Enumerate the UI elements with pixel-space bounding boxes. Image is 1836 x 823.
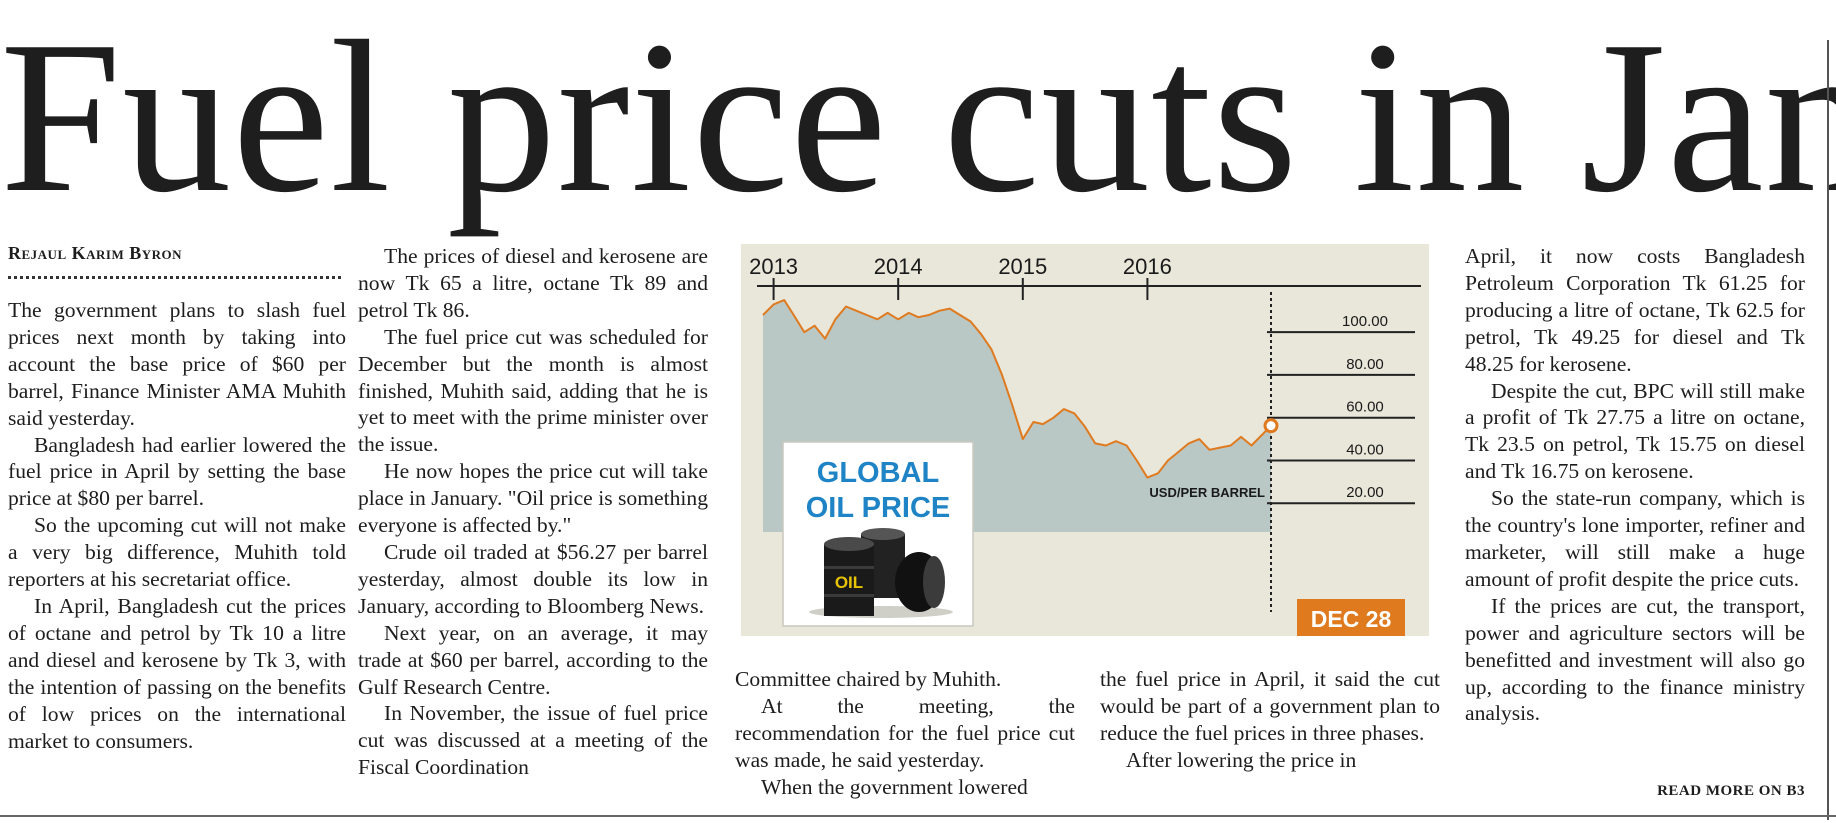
paragraph: The government plans to slash fuel price… <box>8 298 346 430</box>
paragraph: Crude oil traded at $56.27 per barrel ye… <box>358 539 708 618</box>
paragraph: The prices of diesel and kerosene are no… <box>358 244 708 322</box>
y-tick-label: 60.00 <box>1346 399 1384 416</box>
paragraph: In April, Bangladesh cut the prices of o… <box>8 593 346 753</box>
date-flag-label: DEC 28 <box>1311 606 1392 632</box>
headline: Fuel price cuts in Jan <box>0 0 1836 238</box>
svg-text:OIL: OIL <box>835 573 863 592</box>
unit-label: USD/PER BARREL <box>1149 485 1265 500</box>
paragraph: If the prices are cut, the transport, po… <box>1465 593 1805 726</box>
year-label: 2016 <box>1123 254 1172 279</box>
article-column-4: the fuel price in April, it said the cut… <box>1100 666 1440 774</box>
year-label: 2015 <box>998 254 1047 279</box>
bottom-rule <box>0 815 1836 817</box>
oil-price-chart: 2013 2014 2015 2016 20.00 40.00 60.00 80.00 100.… <box>741 244 1429 636</box>
y-tick-label: 100.00 <box>1342 313 1388 330</box>
paragraph: At the meeting, the recommendation for t… <box>735 693 1075 772</box>
paragraph: When the government lowered <box>761 774 1028 799</box>
paragraph: So the state-run company, which is the c… <box>1465 486 1805 591</box>
y-tick-label: 20.00 <box>1346 484 1384 501</box>
price-line <box>762 299 1272 479</box>
chart-title-line-2: OIL PRICE <box>806 492 951 524</box>
paragraph: the fuel price in April, it said the cut… <box>1100 667 1440 745</box>
y-tick-label: 80.00 <box>1346 356 1384 373</box>
oil-barrels-icon: OIL <box>809 528 953 618</box>
article-column-2: The prices of diesel and kerosene are no… <box>358 243 708 781</box>
year-label: 2014 <box>874 254 923 279</box>
paragraph: In November, the issue of fuel price cut… <box>358 701 708 780</box>
byline-divider <box>8 276 341 279</box>
paragraph: Despite the cut, BPC will still make a p… <box>1465 378 1805 484</box>
column-rule-right <box>1827 40 1829 820</box>
article-column-3: Committee chaired by Muhith. At the meet… <box>735 666 1075 801</box>
date-flag <box>1297 599 1405 636</box>
year-label: 2013 <box>749 254 798 279</box>
article-column-1: The government plans to slash fuel price… <box>8 297 346 754</box>
paragraph: April, it now costs Bangladesh Petroleum… <box>1465 244 1805 376</box>
paragraph: The fuel price cut was scheduled for Dec… <box>358 324 708 457</box>
paragraph: Committee chaired by Muhith. <box>735 667 1002 691</box>
article-column-5: April, it now costs Bangladesh Petroleum… <box>1465 243 1805 727</box>
chart-title-line-1: GLOBAL <box>817 457 939 489</box>
paragraph: Next year, on an average, it may trade a… <box>358 620 708 699</box>
chart-title-card: GLOBAL OIL PRICE OIL <box>782 441 974 627</box>
paragraph: After lowering the price in <box>1126 747 1357 772</box>
paragraph: He now hopes the price cut will take pla… <box>358 459 708 538</box>
read-more-link[interactable]: READ MORE ON B3 <box>1657 783 1805 799</box>
y-tick-label: 40.00 <box>1346 441 1384 458</box>
paragraph: Bangladesh had earlier lowered the fuel … <box>8 432 346 511</box>
latest-point <box>1263 418 1279 434</box>
byline: Rejaul Karim Byron <box>8 243 183 263</box>
paragraph: So the upcoming cut will not make a very… <box>8 513 346 592</box>
